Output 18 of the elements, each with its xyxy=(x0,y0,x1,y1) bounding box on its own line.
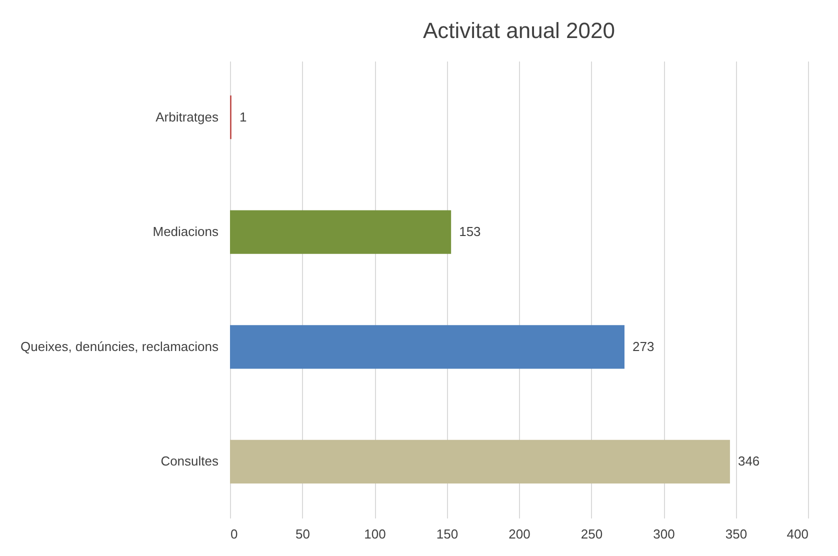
y-tick-label: Consultes xyxy=(160,454,219,469)
x-tick-label: 50 xyxy=(296,526,310,542)
y-tick-label: Mediacions xyxy=(152,224,219,240)
x-tick-label: 250 xyxy=(580,526,603,542)
data-label: 153 xyxy=(459,224,481,240)
data-label: 273 xyxy=(632,338,654,354)
chart-title: Activitat anual 2020 xyxy=(422,18,616,43)
x-tick-label: 200 xyxy=(508,526,530,542)
y-tick-label: Arbitratges xyxy=(156,109,219,124)
x-tick-label: 100 xyxy=(364,526,386,542)
x-tick-label: 350 xyxy=(725,526,748,542)
x-tick-label: 300 xyxy=(653,526,675,542)
data-label: 346 xyxy=(738,454,760,469)
x-tick-label: 0 xyxy=(230,526,238,542)
x-tick-label: 150 xyxy=(436,526,458,542)
x-tick-label: 400 xyxy=(786,526,808,542)
y-tick-label: Queixes, denúncies, reclamacions xyxy=(20,338,219,354)
data-label: 1 xyxy=(239,109,247,124)
